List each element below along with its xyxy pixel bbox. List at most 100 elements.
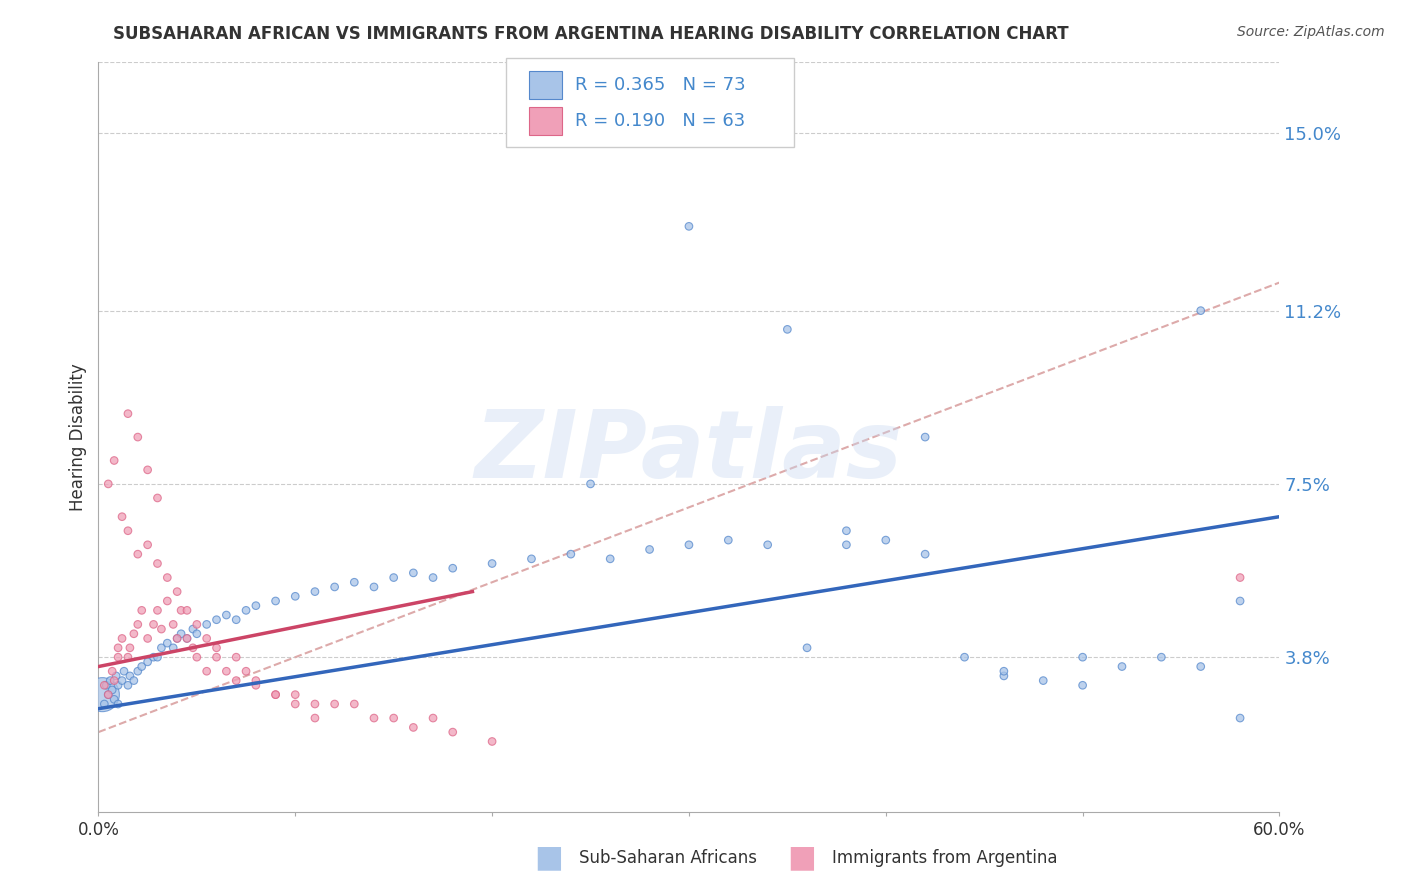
Point [1189,659,1212,673]
Point [579,476,602,491]
Point [776,322,799,336]
Point [422,711,444,725]
Point [93,697,115,711]
Point [118,640,141,655]
Point [205,640,228,655]
Point [122,626,145,640]
Point [678,538,700,552]
Point [1189,303,1212,318]
Point [382,711,405,725]
Point [235,603,257,617]
Point [136,463,159,477]
Point [107,697,129,711]
Point [112,664,135,678]
Point [441,725,464,739]
Point [796,640,818,655]
Point [146,650,169,665]
Point [91,688,114,702]
Y-axis label: Hearing Disability: Hearing Disability [69,363,87,511]
Point [127,547,149,561]
Point [953,650,976,665]
Point [756,538,779,552]
Point [127,617,149,632]
Point [599,551,621,566]
Point [131,659,153,673]
Point [117,407,139,421]
Point [914,430,936,444]
Point [638,542,661,557]
Point [215,664,238,678]
Text: Immigrants from Argentina: Immigrants from Argentina [832,849,1057,867]
Point [103,692,125,706]
Point [284,688,307,702]
Point [363,580,385,594]
Point [107,678,129,692]
Point [111,632,134,646]
Point [245,599,267,613]
Point [98,673,121,688]
Point [107,650,129,665]
Point [166,632,188,646]
Point [481,557,503,571]
Point [993,669,1015,683]
Point [1071,678,1094,692]
Point [142,650,165,665]
Text: SUBSAHARAN AFRICAN VS IMMIGRANTS FROM ARGENTINA HEARING DISABILITY CORRELATION C: SUBSAHARAN AFRICAN VS IMMIGRANTS FROM AR… [112,25,1069,43]
Point [215,608,238,623]
Text: ■: ■ [787,844,815,872]
Point [105,669,128,683]
Point [382,571,405,585]
Point [225,613,247,627]
Point [304,697,326,711]
Point [481,734,503,748]
Point [323,580,346,594]
Point [170,626,193,640]
Point [101,664,124,678]
Point [235,664,257,678]
Text: R = 0.190   N = 63: R = 0.190 N = 63 [575,112,745,130]
Point [245,678,267,692]
Point [162,617,184,632]
Point [181,622,204,636]
Point [304,711,326,725]
Point [111,673,134,688]
Point [162,640,184,655]
Point [186,617,208,632]
Point [181,640,204,655]
Point [284,590,307,604]
Point [131,603,153,617]
Point [678,219,700,234]
Point [195,617,218,632]
Point [717,533,740,547]
Point [166,584,188,599]
Point [97,688,120,702]
Text: Sub-Saharan Africans: Sub-Saharan Africans [579,849,758,867]
Point [195,632,218,646]
Point [156,594,179,608]
Point [176,632,198,646]
Point [560,547,582,561]
Point [993,664,1015,678]
Point [441,561,464,575]
Point [343,575,366,590]
Point [117,524,139,538]
Point [97,688,120,702]
Point [1071,650,1094,665]
Point [343,697,366,711]
Point [264,688,287,702]
Point [150,640,173,655]
Point [284,697,307,711]
Point [146,491,169,505]
Point [245,673,267,688]
Point [142,617,165,632]
Point [225,650,247,665]
Point [520,551,543,566]
Point [101,683,124,698]
Point [205,613,228,627]
Point [156,636,179,650]
Point [264,594,287,608]
Point [1150,650,1173,665]
Point [304,584,326,599]
Text: Source: ZipAtlas.com: Source: ZipAtlas.com [1237,25,1385,39]
Text: R = 0.365   N = 73: R = 0.365 N = 73 [575,76,745,94]
